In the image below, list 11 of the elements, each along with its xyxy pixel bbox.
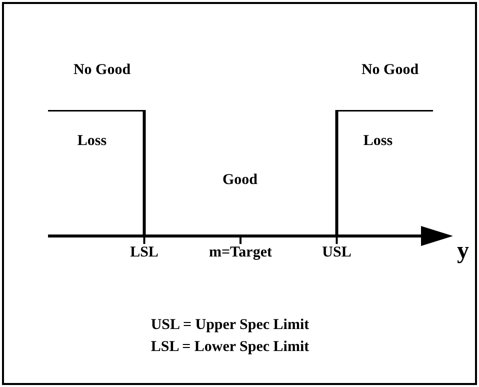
x-tick-label: USL bbox=[322, 244, 352, 261]
annotation: Good bbox=[222, 172, 258, 188]
text: No Good bbox=[361, 62, 420, 78]
text: No Good bbox=[73, 62, 132, 78]
annotation: Loss bbox=[77, 133, 107, 149]
annotation: Loss bbox=[363, 133, 393, 149]
x-tick-label: m=Target bbox=[209, 244, 272, 261]
text: LSL = Lower Spec Limit bbox=[150, 339, 310, 355]
x-axis-title: y bbox=[457, 238, 469, 264]
x-tick-label: LSL bbox=[130, 244, 158, 261]
text: USL = Upper Spec Limit bbox=[150, 317, 310, 333]
